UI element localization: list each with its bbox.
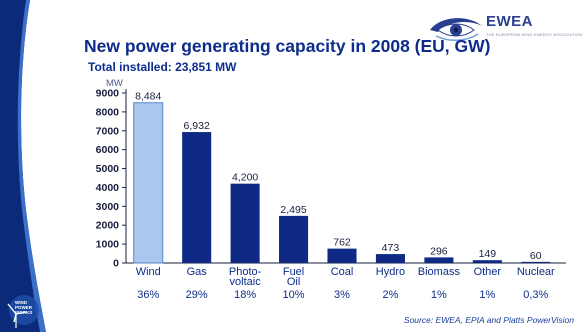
- logo-tagline: THE EUROPEAN WIND ENERGY ASSOCIATION: [486, 32, 583, 37]
- category-label: Biomass: [418, 266, 461, 278]
- side-logo-text: WIND POWER WORKS: [15, 300, 45, 315]
- y-tick-label: 9000: [96, 88, 120, 100]
- bar-value-label: 8,484: [135, 91, 161, 103]
- turbine-icon: [7, 295, 39, 328]
- bar: [133, 102, 164, 264]
- category-label: Hydro: [376, 266, 405, 278]
- percentage-label: 0,3%: [523, 289, 548, 301]
- percentage-label: 1%: [479, 289, 495, 301]
- category-label: Nuclear: [517, 266, 555, 278]
- category-label: Wind: [136, 266, 161, 278]
- category-label: Other: [474, 266, 502, 278]
- y-tick-label: 8000: [96, 106, 120, 118]
- bar: [182, 132, 212, 263]
- wind-power-works-logo: WIND POWER WORKS: [2, 290, 46, 330]
- y-tick-label: 6000: [96, 144, 120, 156]
- category-label: Photo-voltaic: [229, 266, 262, 288]
- percentage-label: 36%: [137, 289, 159, 301]
- bar-value-label: 2,495: [280, 204, 306, 216]
- y-tick-label: 5000: [96, 163, 120, 175]
- side-logo-line: WORKS: [15, 310, 33, 315]
- bar-value-label: 473: [382, 242, 400, 254]
- y-tick-label: 3000: [96, 201, 120, 213]
- bar-value-label: 149: [479, 248, 497, 260]
- decorative-side-band: [0, 0, 46, 332]
- bar: [521, 261, 551, 263]
- bar: [472, 260, 502, 263]
- category-label: Gas: [187, 266, 208, 278]
- percentage-label: 10%: [283, 289, 305, 301]
- y-tick-label: 4000: [96, 182, 120, 194]
- percentage-label: 18%: [234, 289, 256, 301]
- eye-logo-icon: [430, 18, 482, 41]
- chart-subtitle: Total installed: 23,851 MW: [88, 60, 237, 74]
- side-logo-line: POWER: [15, 305, 33, 310]
- y-tick-label: 0: [113, 258, 119, 270]
- percentage-label: 2%: [382, 289, 398, 301]
- source-note: Source: EWEA, EPIA and Platts PowerVisio…: [403, 315, 574, 325]
- bar: [375, 254, 405, 263]
- bar-value-label: 60: [530, 250, 542, 262]
- percentage-label: 29%: [186, 289, 208, 301]
- category-label: Coal: [331, 266, 354, 278]
- y-axis-unit: MW: [106, 78, 123, 89]
- bar-value-label: 762: [333, 237, 351, 249]
- ewea-logo: EWEA THE EUROPEAN WIND ENERGY ASSOCIATIO…: [428, 12, 582, 46]
- bar-value-label: 296: [430, 245, 448, 257]
- bar: [230, 183, 260, 263]
- percentage-label: 3%: [334, 289, 350, 301]
- bar: [279, 215, 309, 263]
- logo-name: EWEA: [486, 13, 533, 30]
- bar: [327, 248, 357, 263]
- y-tick-label: 1000: [96, 239, 120, 251]
- percentage-label: 1%: [431, 289, 447, 301]
- bar: [424, 257, 454, 263]
- y-tick-label: 7000: [96, 125, 120, 137]
- y-tick-label: 2000: [96, 220, 120, 232]
- chart-title: New power generating capacity in 2008 (E…: [84, 36, 491, 56]
- bar-value-label: 6,932: [184, 120, 210, 132]
- side-logo-line: WIND: [15, 300, 27, 305]
- bar-value-label: 4,200: [232, 172, 258, 184]
- category-label: Fuel Oil: [283, 266, 304, 288]
